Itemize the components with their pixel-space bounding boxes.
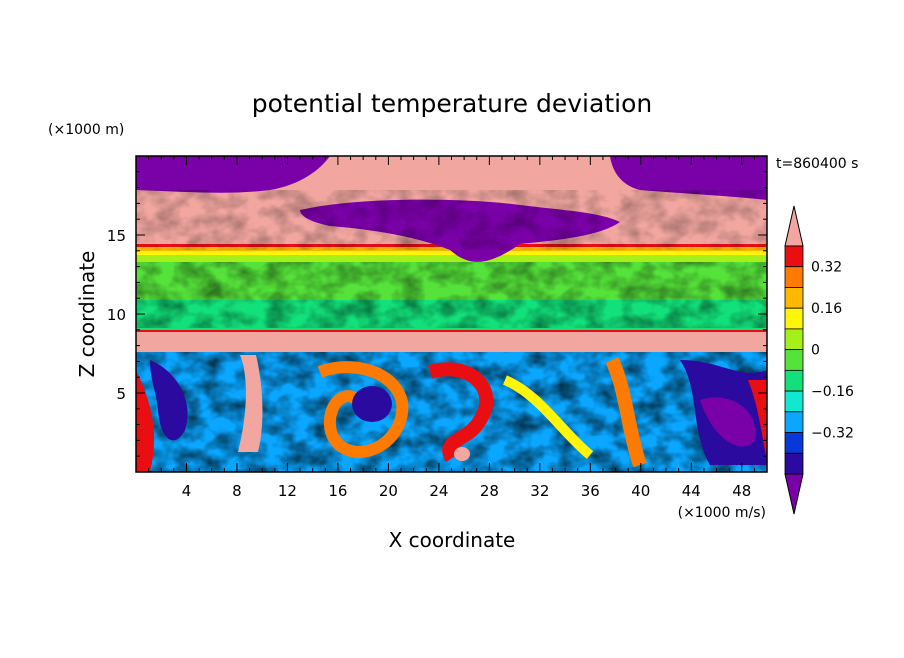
colorbar-swatch: [784, 266, 804, 288]
cold-eddy-left: [150, 360, 188, 441]
warm-plume-38: [605, 357, 647, 468]
colorbar-tick-label: 0: [811, 343, 820, 359]
colorbar-swatch: [784, 349, 804, 371]
y-unit-label: (×1000 m): [48, 122, 124, 138]
deep-cold-right: [700, 397, 756, 447]
colorbar-swatch: [784, 432, 804, 454]
x-tick-label: 16: [328, 482, 347, 500]
colorbar-swatch: [784, 287, 804, 309]
x-tick-label: 36: [581, 482, 600, 500]
band-yellow: [136, 254, 767, 262]
upper-cold-top-right: [610, 156, 767, 200]
colorbar-tick-label: 0.32: [811, 260, 842, 276]
mid-layer-texture: [136, 262, 767, 328]
x-tick-label: 28: [480, 482, 499, 500]
cold-core-19: [352, 386, 392, 422]
chart-title: potential temperature deviation: [252, 89, 652, 118]
warm-eddy-left: [136, 370, 155, 472]
y-axis-ticks: 5 10 15: [107, 171, 767, 457]
band-gold: [136, 250, 767, 255]
warm-spot-26: [454, 447, 470, 461]
inversion-band: [136, 330, 767, 352]
x-tick-label: 32: [530, 482, 549, 500]
colorbar-swatch: [784, 245, 804, 268]
x-tick-label: 40: [631, 482, 650, 500]
x-tick-label: 4: [182, 482, 192, 500]
contour-field: [136, 156, 767, 472]
upper-scatter-texture: [136, 190, 767, 250]
x-tick-label: 20: [379, 482, 398, 500]
colorbar-tick-label: −0.16: [811, 384, 854, 400]
colorbar-swatch: [784, 369, 804, 392]
warm-edge-right: [748, 380, 767, 460]
y-tick-label: 10: [107, 306, 126, 324]
colorbar-bottom-arrow: [784, 473, 804, 515]
colorbar-swatch: [784, 452, 804, 475]
x-tick-label: 48: [732, 482, 751, 500]
upper-cold-top-left: [136, 156, 330, 193]
warm-swirl-25: [427, 362, 494, 462]
x-axis-label: X coordinate: [389, 528, 516, 552]
x-tick-label: 44: [682, 482, 701, 500]
y-tick-label: 5: [116, 385, 126, 403]
colorbar-swatch: [784, 307, 804, 330]
x-unit-label: (×1000 m/s): [678, 505, 766, 521]
inversion-edge: [136, 329, 767, 332]
y-tick-label: 15: [107, 227, 126, 245]
colorbar-swatch: [784, 328, 804, 351]
colorbar-top-arrow: [784, 205, 804, 247]
x-tick-label: 24: [429, 482, 448, 500]
y-axis-label: Z coordinate: [75, 251, 99, 378]
colorbar-swatch: [784, 390, 804, 413]
warm-plume-10: [238, 355, 263, 452]
colorbar-swatch: [784, 411, 804, 433]
x-tick-label: 8: [232, 482, 242, 500]
warm-eddy-18: [317, 361, 409, 459]
yellow-band-mid: [502, 375, 594, 459]
colorbar-tick-label: 0.16: [811, 301, 842, 317]
x-tick-label: 12: [278, 482, 297, 500]
time-label: t=860400 s: [776, 156, 858, 172]
colorbar-tick-label: −0.32: [811, 426, 854, 442]
x-axis-ticks: 4 8 12 16 20 24 28 32 36 40 44 48: [148, 156, 755, 500]
colorbar: 0.32 0.16 0 −0.16 −0.32: [784, 205, 854, 515]
